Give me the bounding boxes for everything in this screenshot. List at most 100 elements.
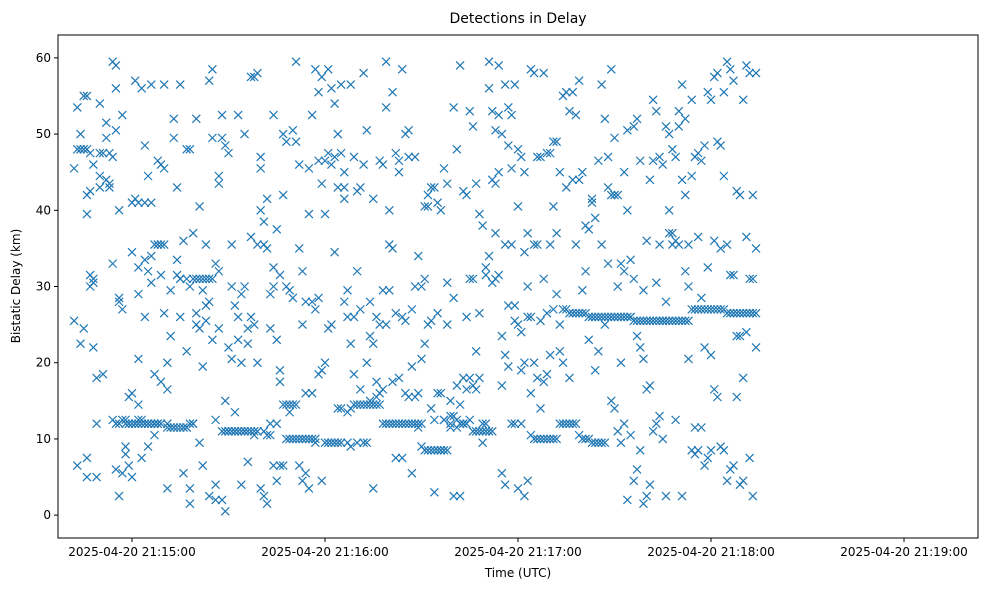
- data-point: [272, 335, 282, 345]
- data-point: [204, 274, 214, 284]
- data-point: [169, 423, 179, 432]
- data-point: [667, 144, 677, 154]
- data-point: [716, 141, 726, 150]
- data-point: [552, 289, 562, 299]
- data-point: [317, 179, 327, 189]
- data-point: [523, 228, 533, 238]
- data-point: [179, 423, 188, 432]
- data-point: [629, 476, 639, 486]
- data-point: [359, 160, 369, 169]
- data-point: [561, 419, 571, 429]
- data-point: [532, 240, 542, 250]
- data-point: [201, 316, 211, 326]
- data-point: [651, 316, 661, 326]
- data-point: [635, 316, 645, 326]
- data-point: [79, 91, 89, 101]
- data-point: [388, 377, 397, 387]
- data-point: [272, 224, 282, 234]
- data-point: [211, 415, 221, 425]
- data-point: [76, 339, 85, 349]
- data-point: [230, 407, 240, 417]
- data-point: [175, 80, 185, 89]
- x-tick-label: 2025-04-20 21:18:00: [647, 545, 774, 559]
- data-point: [474, 373, 484, 383]
- data-point: [204, 76, 214, 86]
- x-axis-label: Time (UTC): [484, 566, 551, 580]
- data-point: [552, 137, 562, 147]
- data-point: [143, 419, 153, 429]
- data-point: [394, 167, 404, 177]
- data-point: [365, 297, 375, 307]
- data-point: [619, 419, 629, 429]
- data-point: [294, 160, 304, 169]
- data-point: [610, 312, 619, 322]
- data-point: [545, 350, 555, 360]
- data-point: [195, 438, 204, 448]
- data-point: [140, 141, 150, 150]
- data-point: [85, 148, 95, 158]
- data-point: [121, 449, 130, 459]
- data-point: [388, 419, 397, 429]
- data-point: [285, 400, 295, 410]
- data-point: [330, 247, 340, 257]
- data-point: [584, 224, 594, 234]
- data-point: [613, 312, 623, 322]
- data-point: [616, 312, 626, 322]
- data-point: [182, 346, 192, 356]
- data-point: [577, 167, 587, 177]
- data-point: [651, 106, 661, 116]
- data-point: [751, 343, 761, 352]
- data-point: [253, 240, 262, 250]
- data-point: [587, 198, 597, 208]
- data-point: [407, 362, 417, 371]
- data-point: [121, 442, 130, 451]
- data-point: [327, 160, 336, 169]
- data-point: [278, 129, 288, 139]
- data-point: [693, 232, 703, 242]
- data-point: [584, 312, 594, 322]
- data-point: [256, 163, 266, 173]
- data-point: [76, 129, 85, 139]
- data-point: [307, 110, 317, 120]
- data-point: [381, 320, 391, 330]
- data-point: [449, 293, 459, 303]
- data-point: [680, 114, 690, 124]
- data-point: [603, 152, 613, 162]
- data-point: [548, 434, 558, 444]
- data-point: [648, 156, 658, 166]
- data-point: [346, 339, 356, 349]
- data-point: [146, 278, 156, 288]
- data-point: [265, 430, 275, 440]
- data-point: [616, 358, 626, 368]
- data-point: [751, 243, 761, 253]
- data-point: [503, 362, 513, 371]
- data-point: [619, 312, 629, 322]
- data-point: [587, 312, 597, 322]
- data-point: [523, 282, 533, 291]
- data-point: [407, 468, 417, 478]
- data-point: [439, 163, 449, 173]
- data-point: [503, 301, 513, 310]
- data-point: [484, 83, 494, 93]
- data-point: [651, 419, 661, 429]
- data-point: [330, 438, 340, 448]
- data-point: [500, 80, 510, 89]
- data-point: [613, 190, 623, 200]
- data-point: [262, 430, 272, 440]
- data-point: [713, 68, 722, 78]
- data-point: [397, 64, 407, 74]
- data-point: [150, 419, 159, 429]
- data-point: [413, 388, 423, 398]
- data-point: [680, 266, 690, 276]
- data-point: [191, 114, 201, 124]
- data-point: [162, 358, 172, 368]
- data-point: [182, 274, 192, 284]
- data-point: [172, 182, 182, 192]
- data-point: [632, 331, 642, 341]
- data-point: [455, 491, 465, 501]
- data-point: [507, 163, 516, 173]
- data-point: [413, 251, 423, 261]
- data-point: [626, 255, 636, 265]
- data-point: [224, 148, 233, 158]
- data-point: [610, 133, 619, 143]
